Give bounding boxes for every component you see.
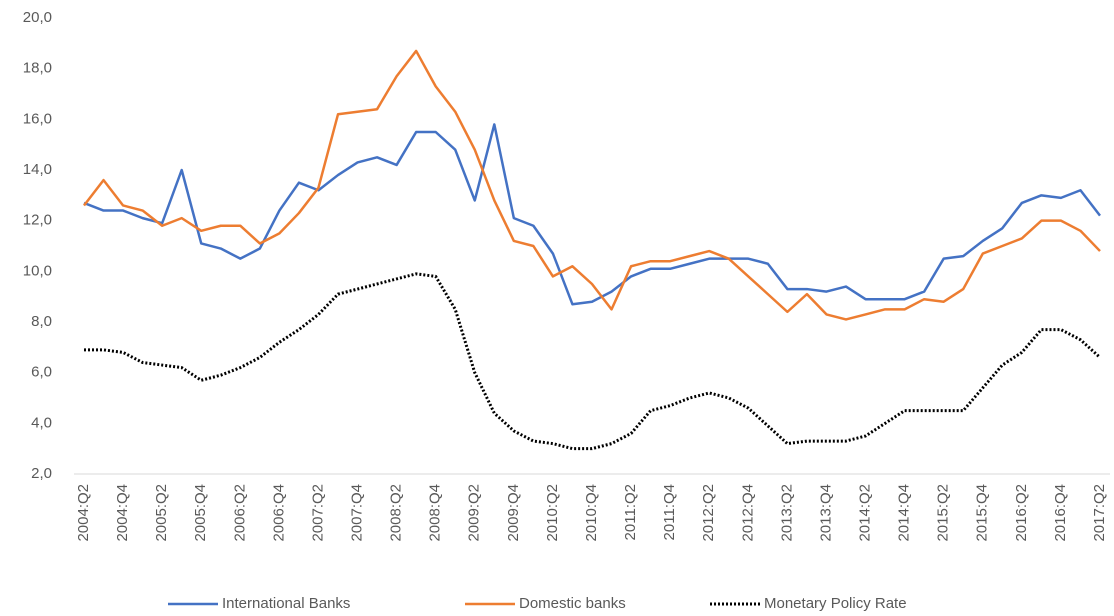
x-tick-label: 2016:Q4 xyxy=(1052,484,1069,542)
x-tick-label: 2004:Q2 xyxy=(75,484,92,542)
x-tick-label: 2006:Q4 xyxy=(270,484,287,542)
y-tick-label: 6,0 xyxy=(31,364,52,381)
y-tick-label: 20,0 xyxy=(23,9,52,26)
x-tick-label: 2005:Q2 xyxy=(153,484,170,542)
series-line xyxy=(83,123,1101,306)
y-tick-label: 10,0 xyxy=(23,262,52,279)
x-tick-label: 2012:Q2 xyxy=(700,484,717,542)
x-tick-label: 2014:Q2 xyxy=(857,484,874,542)
x-tick-label: 2014:Q4 xyxy=(896,484,913,542)
y-tick-label: 2,0 xyxy=(31,465,52,482)
y-tick-label: 16,0 xyxy=(23,110,52,127)
x-tick-label: 2009:Q4 xyxy=(505,484,522,542)
x-tick-label: 2015:Q2 xyxy=(935,484,952,542)
x-tick-label: 2009:Q2 xyxy=(466,484,483,542)
x-tick-label: 2008:Q4 xyxy=(427,484,444,542)
y-tick-label: 18,0 xyxy=(23,60,52,77)
y-tick-label: 4,0 xyxy=(31,414,52,431)
x-tick-label: 2007:Q4 xyxy=(349,484,366,542)
x-tick-label: 2013:Q2 xyxy=(778,484,795,542)
x-tick-label: 2017:Q2 xyxy=(1091,484,1108,542)
x-tick-label: 2006:Q2 xyxy=(231,484,248,542)
x-tick-label: 2007:Q2 xyxy=(309,484,326,542)
x-tick-label: 2011:Q4 xyxy=(661,484,678,540)
x-tick-label: 2012:Q4 xyxy=(739,484,756,542)
legend-label: Monetary Policy Rate xyxy=(764,595,907,612)
x-tick-label: 2015:Q4 xyxy=(974,484,991,542)
y-tick-label: 14,0 xyxy=(23,161,52,178)
x-tick-label: 2008:Q2 xyxy=(388,484,405,542)
legend-label: International Banks xyxy=(222,595,350,612)
x-tick-label: 2004:Q4 xyxy=(114,484,131,542)
series-line xyxy=(84,272,1102,451)
x-tick-label: 2010:Q2 xyxy=(544,484,561,542)
y-tick-label: 8,0 xyxy=(31,313,52,330)
legend-label: Domestic banks xyxy=(519,595,626,612)
x-tick-label: 2013:Q4 xyxy=(817,484,834,542)
x-tick-label: 2011:Q2 xyxy=(622,484,639,540)
series-line xyxy=(83,49,1101,321)
x-tick-label: 2016:Q2 xyxy=(1013,484,1030,542)
y-tick-label: 12,0 xyxy=(23,212,52,229)
x-tick-label: 2005:Q4 xyxy=(192,484,209,542)
x-tick-label: 2010:Q4 xyxy=(583,484,600,542)
